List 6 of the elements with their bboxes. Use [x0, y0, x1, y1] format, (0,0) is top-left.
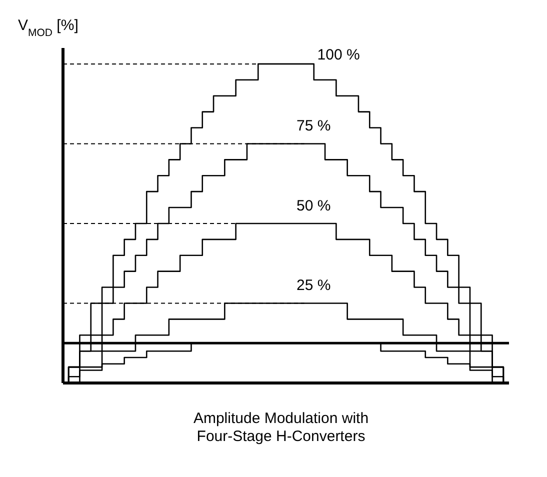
- ref-line-label: 100 %: [317, 46, 360, 64]
- ref-line-label: 25 %: [296, 277, 331, 294]
- y-axis-title: V$_{MOD}$ [%]: [18, 17, 78, 39]
- x-axis-title: Amplitude Modulation with Four-Stage H-Converters: [193, 410, 369, 445]
- ref-line-label: 75 %: [296, 118, 331, 135]
- ref-line-label: 50 %: [296, 197, 331, 214]
